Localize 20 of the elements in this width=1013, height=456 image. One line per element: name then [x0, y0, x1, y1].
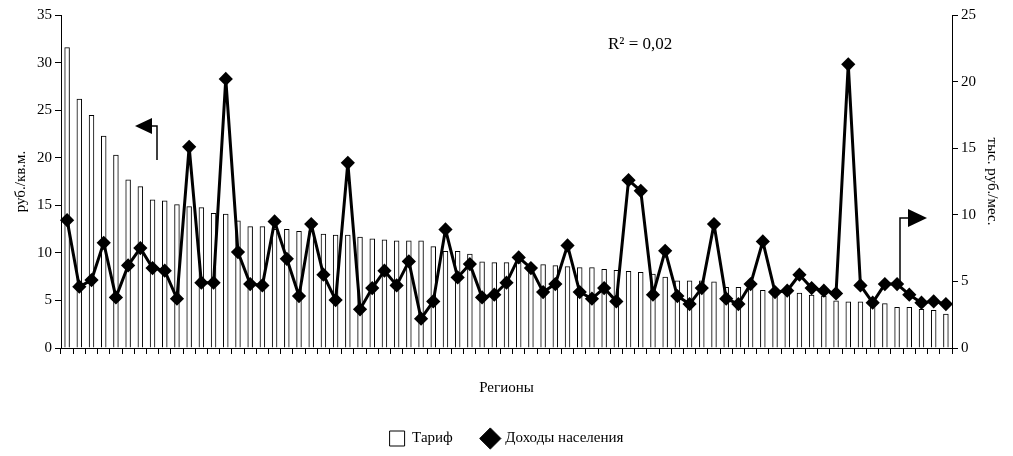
annotation: R² = 0,02: [608, 34, 673, 54]
legend-label: Тариф: [412, 429, 454, 446]
y2-tick-label: 10: [961, 205, 976, 222]
x-axis-title: Регионы: [479, 378, 534, 395]
y-tick-label: 5: [44, 291, 52, 308]
y-tick-label: 10: [37, 243, 52, 260]
y2-axis-title: тыс. руб./мес.: [985, 137, 1002, 226]
y2-tick-label: 15: [961, 139, 976, 156]
y-tick-label: 15: [37, 196, 52, 213]
y-axis-title: руб./кв.м.: [11, 150, 28, 213]
y-tick-label: 30: [37, 53, 52, 70]
y2-tick-label: 20: [961, 72, 976, 89]
y2-tick-label: 0: [961, 338, 969, 355]
y-tick-label: 35: [37, 5, 52, 22]
legend-label: Доходы населения: [505, 429, 624, 446]
y2-tick-label: 25: [961, 5, 976, 22]
y-tick-label: 0: [44, 338, 52, 355]
y2-tick-label: 5: [961, 272, 969, 289]
y-tick-label: 20: [37, 148, 52, 165]
y-tick-label: 25: [37, 101, 52, 118]
